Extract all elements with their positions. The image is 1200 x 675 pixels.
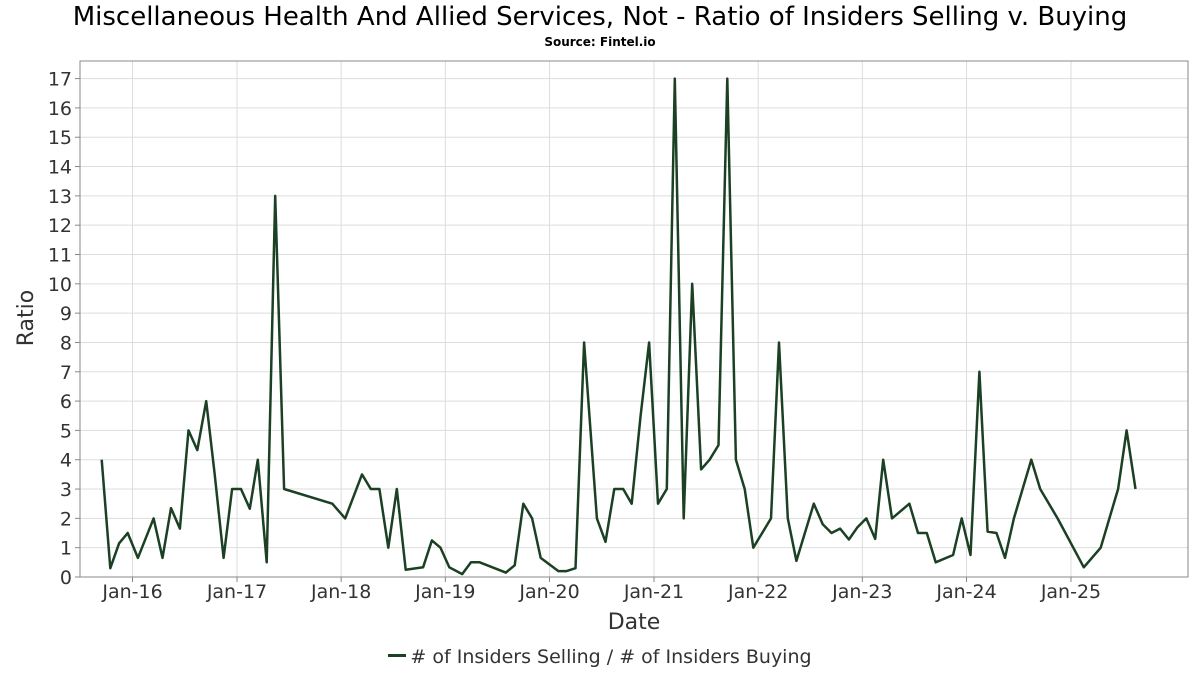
legend: # of Insiders Selling / # of Insiders Bu… xyxy=(0,646,1200,668)
series-line xyxy=(100,77,1137,576)
y-tick-label: 6 xyxy=(60,391,72,413)
y-tick-label: 16 xyxy=(48,98,72,120)
x-tick-label: Jan-25 xyxy=(1040,581,1101,603)
y-tick-label: 10 xyxy=(48,274,72,296)
y-tick-label: 13 xyxy=(48,186,72,208)
chart-title: Miscellaneous Health And Allied Services… xyxy=(72,2,1128,32)
y-tick-label: 17 xyxy=(48,69,72,91)
chart-subtitle: Source: Fintel.io xyxy=(544,35,656,49)
x-tick-label: Jan-18 xyxy=(310,581,371,603)
x-tick-label: Jan-23 xyxy=(831,581,892,603)
y-tick-label: 7 xyxy=(60,362,72,384)
x-tick-label: Jan-24 xyxy=(935,581,996,603)
y-tick-label: 11 xyxy=(48,245,72,267)
legend-swatch xyxy=(388,654,407,657)
y-tick-label: 4 xyxy=(60,450,72,472)
x-tick-label: Jan-16 xyxy=(101,581,162,603)
y-tick-label: 15 xyxy=(48,127,72,149)
x-tick-label: Jan-22 xyxy=(727,581,788,603)
y-tick-label: 1 xyxy=(60,538,72,560)
x-tick-label: Jan-21 xyxy=(623,581,684,603)
series-layer xyxy=(100,77,1137,576)
y-tick-label: 3 xyxy=(60,479,72,501)
x-tick-label: Jan-19 xyxy=(414,581,475,603)
x-tick-label: Jan-17 xyxy=(206,581,267,603)
y-tick-label: 12 xyxy=(48,215,72,237)
y-tick-label: 0 xyxy=(60,567,72,589)
x-axis-label: Date xyxy=(608,610,661,635)
legend-label: # of Insiders Selling / # of Insiders Bu… xyxy=(410,646,812,668)
y-tick-label: 8 xyxy=(60,332,72,354)
y-tick-label: 5 xyxy=(60,420,72,442)
plot-border xyxy=(79,60,1189,578)
y-tick-label: 9 xyxy=(60,303,72,325)
y-tick-label: 14 xyxy=(48,157,72,179)
y-axis-label: Ratio xyxy=(14,290,39,346)
x-tick-label: Jan-20 xyxy=(518,581,579,603)
y-tick-label: 2 xyxy=(60,508,72,530)
